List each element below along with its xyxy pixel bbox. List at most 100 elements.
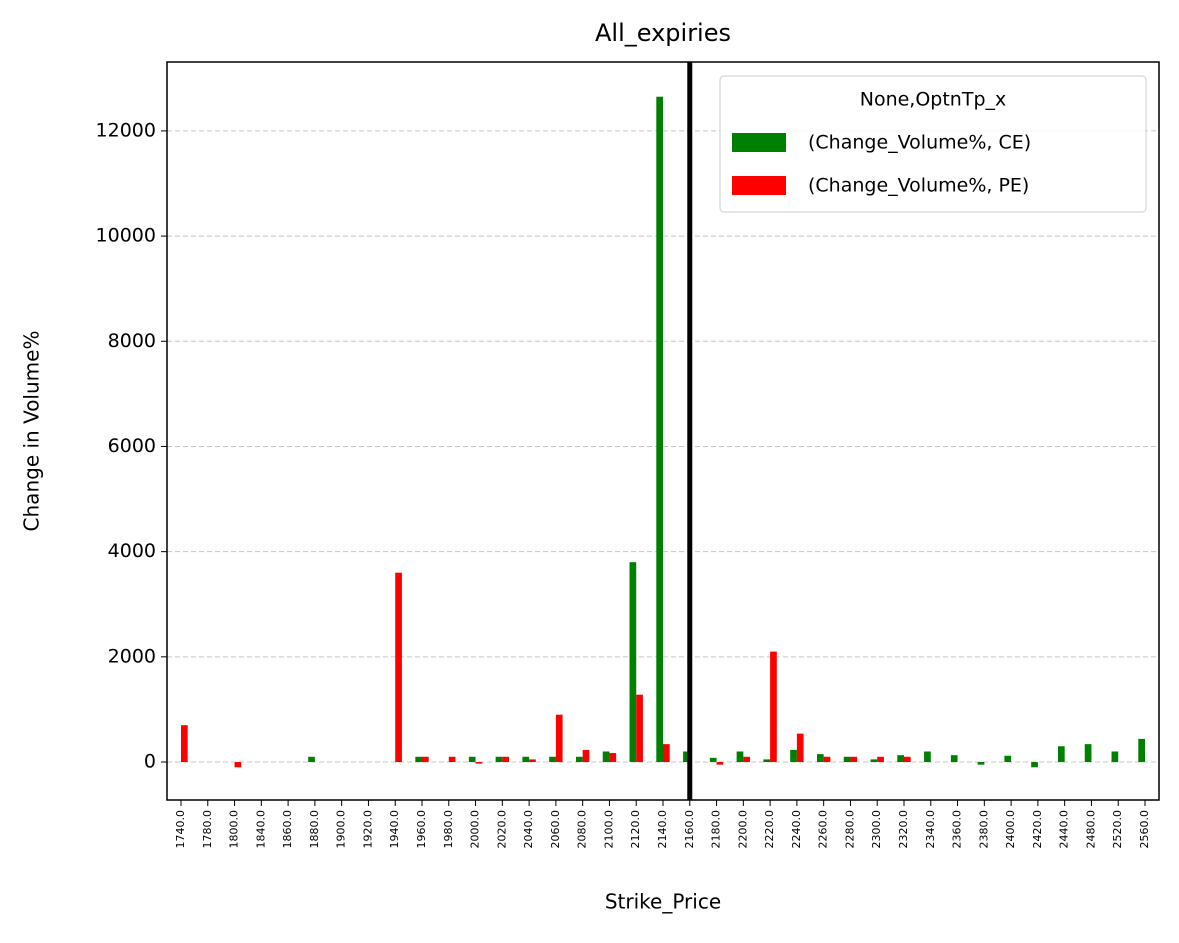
bar	[850, 756, 858, 763]
x-tick-label: 2360.0	[951, 810, 964, 849]
x-tick-label: 2140.0	[656, 810, 669, 849]
bar	[549, 756, 556, 763]
x-tick-label: 2000.0	[469, 810, 482, 849]
x-tick-label: 2440.0	[1058, 810, 1071, 849]
bar	[468, 756, 476, 763]
y-tick-label: 2000	[108, 645, 156, 667]
x-tick-label: 1880.0	[308, 810, 321, 849]
x-tick-label: 1840.0	[254, 810, 267, 849]
x-tick-label: 1960.0	[415, 810, 428, 849]
bar	[709, 757, 717, 763]
x-tick-label: 2060.0	[549, 810, 562, 849]
bar	[770, 651, 777, 763]
bar	[495, 756, 503, 763]
bar	[555, 714, 563, 763]
bar	[904, 756, 911, 763]
x-tick-label: 2120.0	[629, 810, 642, 849]
bar	[629, 562, 637, 763]
bar	[763, 759, 771, 763]
bar	[716, 762, 724, 765]
x-tick-label: 2340.0	[924, 810, 937, 849]
bar	[1031, 762, 1038, 768]
bar	[870, 759, 878, 763]
bar	[1138, 738, 1145, 763]
x-tick-label: 2260.0	[817, 810, 830, 849]
bar	[656, 96, 663, 763]
x-tick-label: 2280.0	[843, 810, 856, 849]
chart-title: All_expiries	[595, 19, 731, 47]
x-tick-label: 1900.0	[335, 810, 348, 849]
x-tick-label: 2420.0	[1031, 810, 1044, 849]
bar	[582, 749, 590, 763]
bar	[602, 751, 610, 763]
y-axis-label: Change in Volume%	[20, 331, 44, 532]
legend-label: (Change_Volume%, CE)	[808, 132, 1031, 154]
bar	[743, 756, 751, 763]
bar	[897, 755, 904, 763]
bar	[663, 744, 670, 763]
bar	[475, 762, 483, 764]
y-tick-label: 4000	[108, 540, 156, 562]
x-tick-label: 2160.0	[683, 810, 696, 849]
bar	[395, 572, 402, 763]
bar	[1084, 744, 1092, 763]
bar	[950, 755, 958, 763]
legend-title: None,OptnTp_x	[860, 89, 1007, 111]
x-tick-label: 2200.0	[736, 810, 749, 849]
x-tick-label: 1980.0	[442, 810, 455, 849]
x-tick-label: 1800.0	[228, 810, 241, 849]
bar	[877, 756, 884, 763]
y-tick-label: 0	[144, 751, 156, 773]
x-axis-label: Strike_Price	[605, 890, 721, 914]
x-tick-label: 1860.0	[281, 810, 294, 849]
bar	[924, 751, 931, 763]
bar	[181, 725, 188, 763]
y-tick-label: 6000	[108, 435, 156, 457]
bar	[308, 756, 315, 763]
bar	[575, 756, 583, 763]
x-tick-label: 2220.0	[763, 810, 776, 849]
plot-frame	[166, 61, 1160, 801]
bar	[1111, 751, 1119, 763]
x-tick-label: 2300.0	[870, 810, 883, 849]
x-tick-label: 2240.0	[790, 810, 803, 849]
x-tick-label: 2520.0	[1111, 810, 1124, 849]
y-tick-label: 8000	[108, 330, 156, 352]
x-tick-label: 2100.0	[602, 810, 615, 849]
x-tick-label: 2020.0	[495, 810, 508, 849]
x-tick-label: 2400.0	[1004, 810, 1017, 849]
x-tick-label: 1940.0	[388, 810, 401, 849]
bar	[609, 753, 617, 763]
y-tick-label: 12000	[96, 119, 156, 141]
x-tick-label: 1780.0	[201, 810, 214, 849]
bar	[790, 749, 797, 763]
bar	[823, 756, 831, 763]
x-tick-label: 2040.0	[522, 810, 535, 849]
x-tick-label: 1740.0	[174, 810, 187, 849]
legend-swatch	[732, 133, 786, 152]
bar	[422, 756, 429, 763]
bar	[977, 762, 985, 765]
legend-swatch	[732, 176, 786, 195]
bar	[636, 694, 643, 763]
bar	[816, 754, 824, 763]
y-tick-label: 10000	[96, 225, 156, 247]
x-tick-label: 1920.0	[361, 810, 374, 849]
bar	[1004, 755, 1012, 763]
x-tick-label: 2560.0	[1138, 810, 1151, 849]
bar	[502, 756, 510, 763]
bar	[683, 751, 690, 763]
bar	[415, 756, 422, 763]
x-tick-label: 2320.0	[897, 810, 910, 849]
x-tick-label: 2180.0	[710, 810, 723, 849]
bar	[522, 756, 530, 763]
legend-label: (Change_Volume%, PE)	[808, 175, 1029, 197]
bar	[234, 762, 242, 768]
bar	[529, 759, 536, 763]
x-tick-label: 2380.0	[977, 810, 990, 849]
x-tick-label: 2480.0	[1084, 810, 1097, 849]
bar	[843, 756, 851, 763]
bar	[448, 756, 456, 763]
bar	[736, 751, 744, 763]
